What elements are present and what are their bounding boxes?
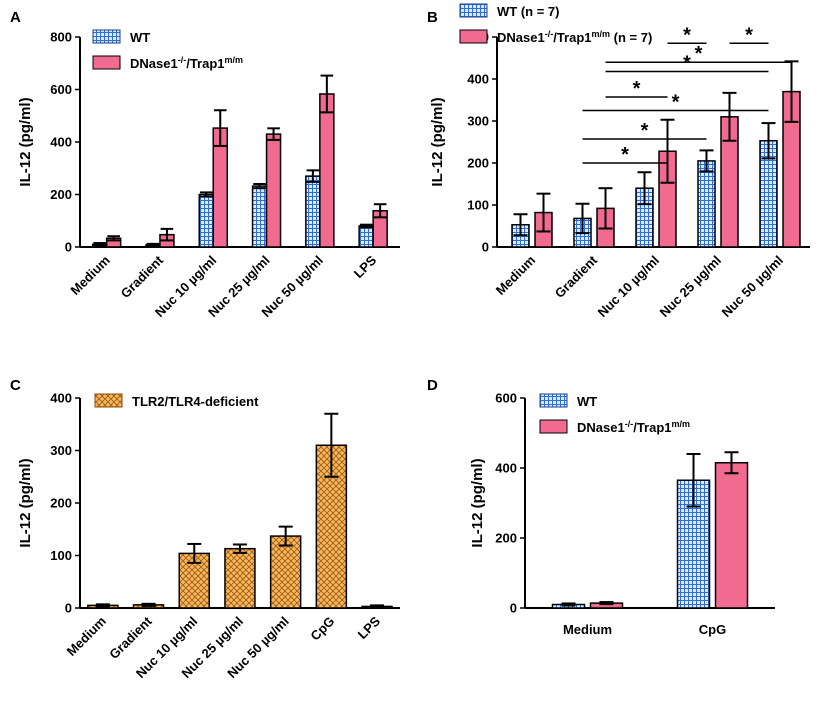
significance-star: *: [633, 78, 641, 100]
legend-swatch: [94, 393, 123, 408]
x-tick-label: LPS: [351, 252, 380, 281]
panel-letter: A: [10, 9, 21, 26]
x-tick-label: Medium: [563, 622, 612, 637]
y-tick-label: 200: [50, 187, 72, 202]
panel-d: D IL-12 (pg/ml) 0 200 400 600 Medium CpG WT DNase…: [427, 377, 775, 637]
significance-star: *: [745, 24, 753, 46]
legend-label: WT: [130, 30, 150, 45]
legend-label: TLR2/TLR4-deficient: [132, 394, 259, 409]
y-tick-label: 0: [482, 240, 489, 255]
legend-label: DNase1-/-/Trap1m/m (n = 7): [497, 29, 652, 45]
bar: [319, 93, 335, 248]
significance-star: *: [683, 24, 691, 46]
bar: [358, 225, 374, 248]
y-axis-label: IL-12 (pg/ml): [469, 458, 486, 547]
y-tick-label: 600: [495, 391, 517, 406]
legend-label: DNase1-/-/Trap1m/m: [577, 419, 690, 435]
legend-label: DNase1-/-/Trap1m/m: [130, 55, 243, 71]
y-tick-label: 100: [467, 198, 489, 213]
y-tick-label: 100: [50, 548, 72, 563]
y-tick-label: 400: [495, 461, 517, 476]
y-axis-label: IL-12 (pg/ml): [17, 458, 34, 547]
y-tick-label: 0: [510, 601, 517, 616]
y-tick-label: 300: [50, 443, 72, 458]
legend-swatch: [539, 393, 568, 408]
significance-star: *: [672, 92, 680, 114]
x-tick-label: Nuc 25 µg/ml: [657, 253, 725, 321]
x-tick-label: CpG: [699, 622, 726, 637]
bar: [265, 133, 282, 248]
y-tick-label: 300: [467, 114, 489, 129]
y-tick-label: 0: [65, 601, 72, 616]
x-tick-label: Gradient: [552, 252, 601, 301]
bar: [198, 193, 214, 248]
significance-star: *: [695, 43, 703, 65]
x-tick-label: Nuc 10 µg/ml: [595, 253, 663, 321]
y-axis-label: IL-12 (pg/ml): [429, 97, 446, 186]
x-tick-label: LPS: [355, 613, 384, 642]
legend-label: WT: [577, 394, 597, 409]
y-tick-label: 0: [65, 240, 72, 255]
legend-swatch: [459, 29, 488, 44]
significance-star: *: [641, 120, 649, 142]
panel-c: CIL-12 (pg/ml)0100200300400MediumGradien…: [10, 377, 400, 681]
x-tick-label: Gradient: [118, 252, 167, 301]
x-tick-label: Medium: [493, 253, 538, 298]
y-tick-label: 400: [50, 135, 72, 150]
bar: [697, 160, 716, 248]
legend-label: WT (n = 7): [497, 4, 559, 19]
panel-a: A IL-12 (pg/ml) 0 200 400 600 800 Medium Gradien…: [10, 9, 400, 320]
x-tick-label: Nuc 50 µg/ml: [719, 253, 787, 321]
y-axis-label: IL-12 (pg/ml): [17, 97, 34, 186]
legend-swatch: [459, 3, 488, 18]
panel-letter: C: [10, 377, 21, 394]
x-tick-label: Medium: [67, 253, 112, 298]
bar: [714, 462, 749, 609]
x-tick-label: CpG: [307, 614, 337, 644]
y-tick-label: 200: [50, 496, 72, 511]
y-tick-label: 400: [467, 72, 489, 87]
significance-star: *: [683, 52, 691, 74]
legend-swatch: [92, 55, 121, 70]
legend-swatch: [92, 29, 121, 44]
y-tick-label: 200: [495, 531, 517, 546]
panel-b: BIL-12 (pg/ml)0100200300400500MediumGrad…: [427, 3, 810, 321]
y-tick-label: 800: [50, 30, 72, 45]
x-tick-label: Medium: [64, 614, 109, 659]
bar: [269, 535, 302, 609]
bar: [305, 175, 321, 248]
y-tick-label: 600: [50, 82, 72, 97]
y-tick-label: 200: [467, 156, 489, 171]
panel-letter: D: [427, 377, 438, 394]
y-tick-label: 400: [50, 391, 72, 406]
panel-letter: B: [427, 9, 438, 26]
bar: [178, 552, 210, 609]
significance-star: *: [621, 144, 629, 166]
bar: [224, 547, 256, 609]
legend-swatch: [539, 419, 568, 434]
bar: [251, 185, 268, 248]
